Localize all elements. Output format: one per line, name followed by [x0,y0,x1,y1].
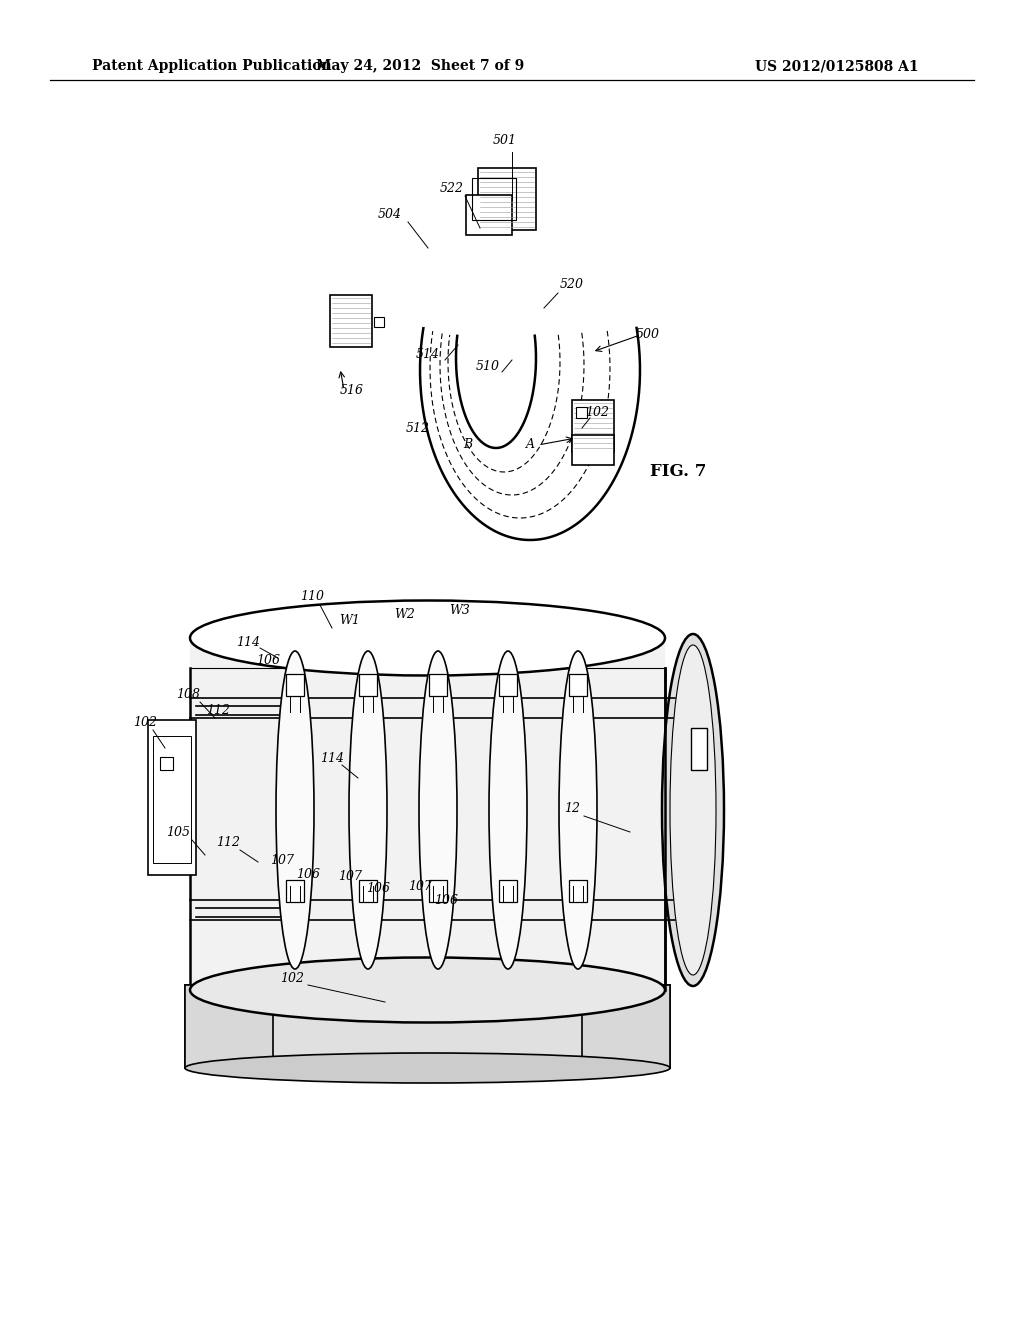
Text: May 24, 2012  Sheet 7 of 9: May 24, 2012 Sheet 7 of 9 [315,59,524,73]
FancyBboxPatch shape [582,985,670,1068]
FancyBboxPatch shape [359,880,377,902]
Ellipse shape [349,651,387,969]
Ellipse shape [185,1053,670,1082]
Ellipse shape [559,651,597,969]
FancyBboxPatch shape [153,737,191,863]
Text: 516: 516 [340,384,364,396]
Text: 114: 114 [319,751,344,764]
Text: 512: 512 [406,421,430,434]
Ellipse shape [419,651,457,969]
Text: 107: 107 [270,854,294,866]
Text: 107: 107 [408,879,432,892]
FancyBboxPatch shape [286,675,304,696]
Text: Patent Application Publication: Patent Application Publication [92,59,332,73]
Text: 501: 501 [493,133,517,147]
FancyBboxPatch shape [499,675,517,696]
FancyBboxPatch shape [160,756,173,770]
Text: 106: 106 [296,867,319,880]
Text: W2: W2 [394,609,416,622]
Text: 510: 510 [476,360,500,374]
Text: 106: 106 [256,653,280,667]
FancyBboxPatch shape [575,407,587,418]
Text: 522: 522 [440,181,464,194]
Text: W3: W3 [450,603,470,616]
FancyBboxPatch shape [569,880,587,902]
Text: 112: 112 [216,837,240,850]
Text: 102: 102 [585,405,609,418]
FancyBboxPatch shape [148,719,196,875]
FancyBboxPatch shape [185,985,273,1068]
Text: FIG. 7: FIG. 7 [650,463,707,480]
FancyBboxPatch shape [478,168,536,230]
FancyBboxPatch shape [286,880,304,902]
Text: A: A [525,438,535,451]
Text: 110: 110 [300,590,324,603]
FancyBboxPatch shape [572,400,614,451]
Text: 102: 102 [133,717,157,730]
Text: 107: 107 [338,870,362,883]
Text: 12: 12 [564,801,580,814]
Ellipse shape [190,601,665,676]
FancyBboxPatch shape [429,880,447,902]
Text: US 2012/0125808 A1: US 2012/0125808 A1 [755,59,919,73]
FancyBboxPatch shape [499,880,517,902]
Text: 514: 514 [416,348,440,362]
FancyBboxPatch shape [429,675,447,696]
FancyBboxPatch shape [330,294,372,347]
FancyBboxPatch shape [569,675,587,696]
Text: 106: 106 [434,894,458,907]
Bar [185,985,670,1068]
FancyBboxPatch shape [374,317,384,327]
Text: 520: 520 [560,279,584,292]
Text: B: B [464,438,472,451]
Text: 108: 108 [176,689,200,701]
Text: 500: 500 [636,329,660,342]
Text: 112: 112 [206,704,230,717]
Text: 102: 102 [280,972,304,985]
Ellipse shape [276,651,314,969]
Ellipse shape [662,634,724,986]
FancyBboxPatch shape [466,195,512,235]
FancyBboxPatch shape [359,675,377,696]
Ellipse shape [670,645,716,975]
Text: 105: 105 [166,825,190,838]
Text: 106: 106 [366,883,390,895]
Text: 504: 504 [378,209,402,222]
FancyBboxPatch shape [572,436,614,465]
FancyBboxPatch shape [691,729,707,770]
Ellipse shape [489,651,527,969]
Text: 114: 114 [236,636,260,649]
Text: W1: W1 [340,614,360,627]
Bar [190,638,665,990]
Ellipse shape [190,957,665,1023]
